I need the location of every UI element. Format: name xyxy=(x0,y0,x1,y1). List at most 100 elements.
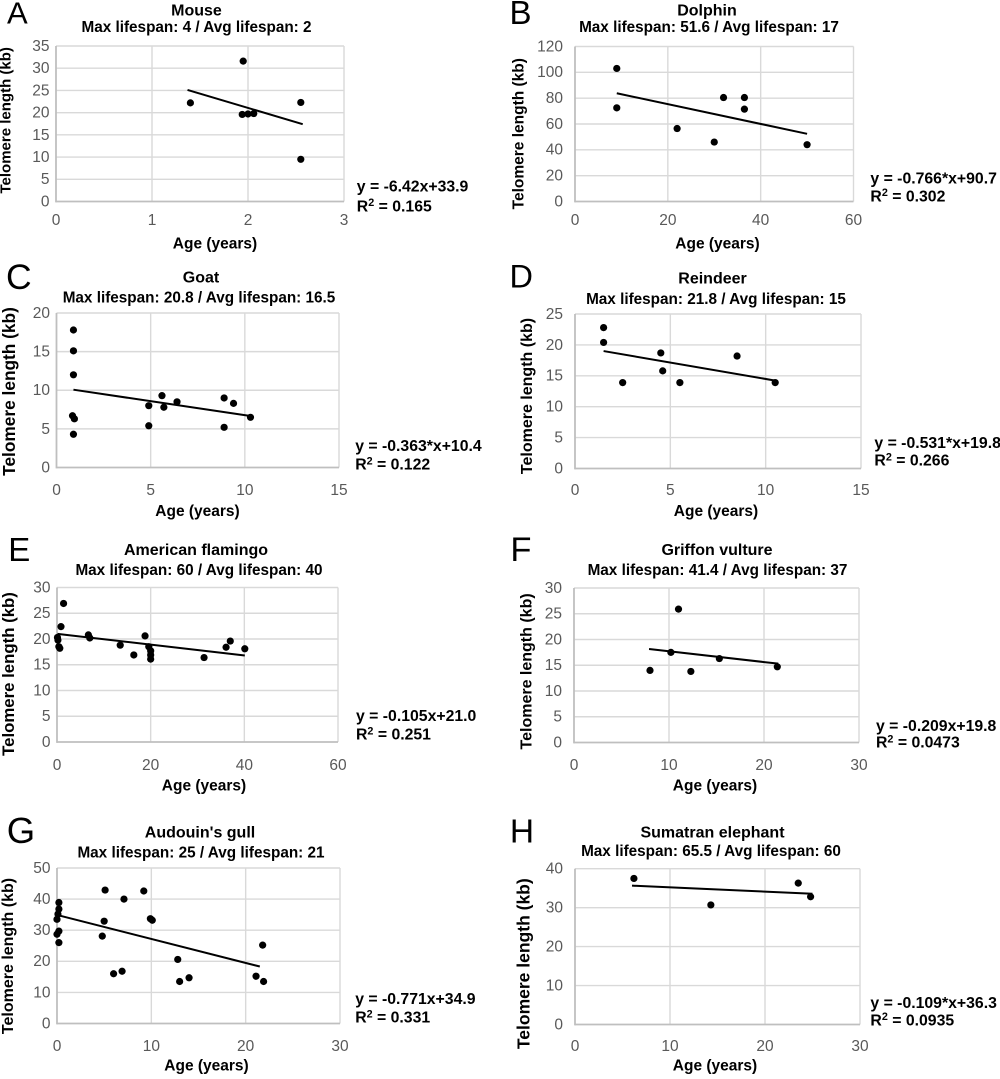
svg-text:0: 0 xyxy=(571,1038,580,1055)
svg-text:0: 0 xyxy=(52,482,61,499)
svg-text:10: 10 xyxy=(33,682,51,699)
svg-text:60: 60 xyxy=(329,757,347,774)
svg-text:40: 40 xyxy=(546,142,564,159)
svg-text:H: H xyxy=(510,813,534,850)
svg-text:Max lifespan: 60 / Avg lifespa: Max lifespan: 60 / Avg lifespan: 40 xyxy=(75,562,322,579)
svg-text:60: 60 xyxy=(546,116,564,133)
svg-text:30: 30 xyxy=(331,1038,349,1055)
svg-text:y = -0.363*x+10.4: y = -0.363*x+10.4 xyxy=(355,438,482,455)
svg-text:0: 0 xyxy=(42,734,51,751)
svg-text:40: 40 xyxy=(33,891,51,908)
svg-text:25: 25 xyxy=(33,605,50,622)
svg-text:R2 = 0.302: R2 = 0.302 xyxy=(870,187,945,205)
svg-text:10: 10 xyxy=(33,984,51,1001)
svg-text:10: 10 xyxy=(757,482,775,499)
svg-text:Griffon vulture: Griffon vulture xyxy=(661,542,772,559)
svg-text:50: 50 xyxy=(33,860,51,877)
svg-text:60: 60 xyxy=(845,212,863,229)
svg-text:30: 30 xyxy=(850,757,868,774)
svg-text:0: 0 xyxy=(571,212,580,229)
svg-text:10: 10 xyxy=(143,1038,161,1055)
svg-text:Max lifespan: 4 / Avg lifespan: Max lifespan: 4 / Avg lifespan: 2 xyxy=(81,19,311,36)
svg-text:20: 20 xyxy=(142,757,160,774)
svg-text:y = -0.766*x+90.7: y = -0.766*x+90.7 xyxy=(870,170,997,187)
svg-text:y = -6.42x+33.9: y = -6.42x+33.9 xyxy=(357,178,469,195)
svg-text:15: 15 xyxy=(545,657,562,674)
svg-text:20: 20 xyxy=(546,168,564,185)
svg-text:Age (years): Age (years) xyxy=(155,503,239,520)
svg-text:y = -0.771x+34.9: y = -0.771x+34.9 xyxy=(355,991,476,1008)
svg-text:R2 = 0.331: R2 = 0.331 xyxy=(355,1009,430,1027)
svg-text:Age (years): Age (years) xyxy=(675,236,759,253)
svg-text:Goat: Goat xyxy=(183,270,220,287)
svg-text:R2 = 0.165: R2 = 0.165 xyxy=(357,197,432,215)
svg-text:Reindeer: Reindeer xyxy=(678,271,746,288)
svg-text:30: 30 xyxy=(546,900,564,917)
svg-text:R2 = 0.266: R2 = 0.266 xyxy=(874,451,949,469)
svg-text:20: 20 xyxy=(33,953,51,970)
svg-text:25: 25 xyxy=(546,306,563,323)
svg-text:10: 10 xyxy=(546,399,564,416)
svg-text:5: 5 xyxy=(554,430,563,447)
svg-text:10: 10 xyxy=(545,683,563,700)
svg-text:5: 5 xyxy=(146,482,155,499)
svg-text:Age (years): Age (years) xyxy=(164,1058,248,1075)
svg-text:R2 = 0.0473: R2 = 0.0473 xyxy=(876,733,960,751)
svg-text:15: 15 xyxy=(33,657,50,674)
svg-text:Age (years): Age (years) xyxy=(673,778,757,795)
svg-text:Max lifespan: 51.6 / Avg lifes: Max lifespan: 51.6 / Avg lifespan: 17 xyxy=(579,19,839,36)
svg-text:Sumatran elephant: Sumatran elephant xyxy=(640,825,785,842)
svg-text:0: 0 xyxy=(571,482,580,499)
svg-text:5: 5 xyxy=(553,709,562,726)
svg-text:Age (years): Age (years) xyxy=(674,503,758,520)
svg-text:Telomere length (kb): Telomere length (kb) xyxy=(519,318,536,474)
svg-text:5: 5 xyxy=(41,421,50,438)
svg-text:20: 20 xyxy=(545,631,563,648)
svg-text:Telomere length (kb): Telomere length (kb) xyxy=(514,878,534,1049)
svg-text:10: 10 xyxy=(661,1038,679,1055)
svg-text:E: E xyxy=(8,531,30,568)
svg-text:30: 30 xyxy=(545,580,563,597)
svg-text:40: 40 xyxy=(236,757,254,774)
svg-text:B: B xyxy=(510,0,532,31)
svg-text:10: 10 xyxy=(236,482,254,499)
svg-text:Mouse: Mouse xyxy=(171,3,222,20)
svg-text:0: 0 xyxy=(570,757,579,774)
svg-text:15: 15 xyxy=(32,127,49,144)
svg-text:35: 35 xyxy=(32,38,49,55)
svg-text:G: G xyxy=(7,810,35,851)
svg-text:10: 10 xyxy=(32,149,50,166)
svg-text:Telomere length (kb): Telomere length (kb) xyxy=(0,878,17,1034)
svg-text:20: 20 xyxy=(546,337,564,354)
svg-text:0: 0 xyxy=(554,460,563,477)
svg-text:0: 0 xyxy=(53,757,62,774)
svg-text:20: 20 xyxy=(755,757,773,774)
svg-text:10: 10 xyxy=(546,977,564,994)
svg-text:C: C xyxy=(6,257,32,297)
svg-text:30: 30 xyxy=(33,922,51,939)
svg-text:F: F xyxy=(510,531,531,569)
svg-text:30: 30 xyxy=(33,579,51,596)
svg-text:20: 20 xyxy=(33,305,51,322)
svg-text:Telomere length (kb): Telomere length (kb) xyxy=(519,593,536,749)
svg-text:0: 0 xyxy=(52,212,61,229)
svg-text:20: 20 xyxy=(32,105,50,122)
svg-text:20: 20 xyxy=(756,1038,774,1055)
svg-text:0: 0 xyxy=(53,1038,62,1055)
svg-text:Audouin's gull: Audouin's gull xyxy=(145,825,255,842)
svg-text:Max lifespan: 25 / Avg lifespa: Max lifespan: 25 / Avg lifespan: 21 xyxy=(77,845,325,862)
svg-text:10: 10 xyxy=(660,757,678,774)
svg-text:Max lifespan: 65.5 / Avg lifes: Max lifespan: 65.5 / Avg lifespan: 60 xyxy=(581,843,841,860)
svg-text:20: 20 xyxy=(33,631,51,648)
svg-text:1: 1 xyxy=(148,212,157,229)
svg-text:y = -0.209x+19.8: y = -0.209x+19.8 xyxy=(876,718,997,735)
svg-text:R2 = 0.122: R2 = 0.122 xyxy=(355,455,430,473)
svg-text:120: 120 xyxy=(537,38,563,55)
svg-text:R2 = 0.0935: R2 = 0.0935 xyxy=(870,1011,954,1029)
svg-text:0: 0 xyxy=(554,1016,563,1033)
svg-text:25: 25 xyxy=(32,82,49,99)
svg-text:y = -0.531*x+19.8: y = -0.531*x+19.8 xyxy=(874,435,1000,452)
svg-text:Age (years): Age (years) xyxy=(162,778,246,795)
svg-text:y = -0.109*x+36.3: y = -0.109*x+36.3 xyxy=(870,995,997,1012)
svg-text:Age (years): Age (years) xyxy=(673,1058,757,1075)
